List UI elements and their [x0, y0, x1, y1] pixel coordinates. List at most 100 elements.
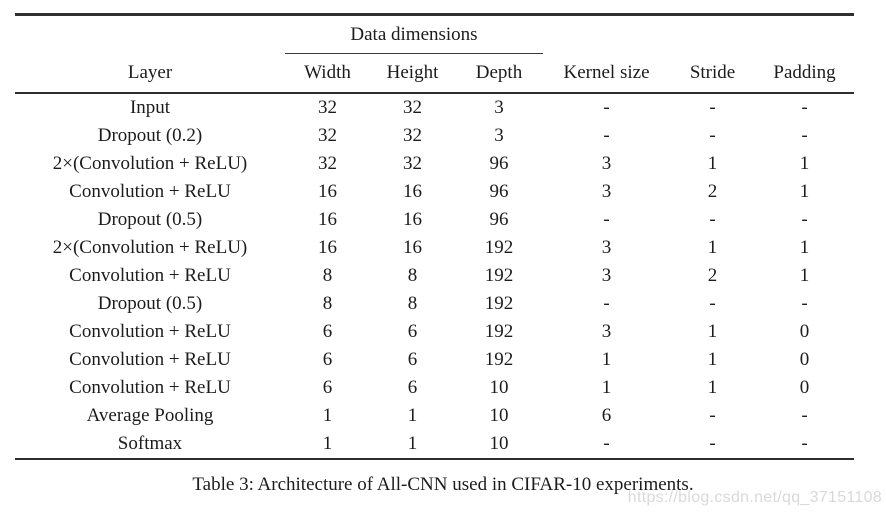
column-header-width: Width: [285, 53, 370, 94]
layer-cell: Input: [129, 97, 171, 118]
table-row: Input 32 32 3 - - -: [15, 93, 854, 122]
value-cell: -: [709, 125, 716, 146]
table-row: Convolution + ReLU 6 6 192 3 1 0: [15, 318, 854, 346]
layer-cell: Dropout (0.2): [97, 125, 203, 146]
value-cell: 6: [407, 377, 418, 398]
value-cell: 1: [799, 181, 810, 202]
value-cell: -: [603, 125, 610, 146]
layer-cell: Convolution + ReLU: [69, 265, 231, 286]
group-header-data-dimensions: Data dimensions: [285, 14, 544, 54]
value-cell: 32: [318, 153, 337, 174]
value-cell: 2: [707, 265, 718, 286]
value-cell: 6: [322, 349, 333, 370]
value-cell: 1: [707, 237, 718, 258]
value-cell: 6: [407, 321, 418, 342]
layer-cell: Dropout (0.5): [97, 209, 203, 230]
value-cell: -: [801, 405, 808, 426]
value-cell: 0: [799, 321, 810, 342]
value-cell: 3: [601, 181, 612, 202]
value-cell: 1: [407, 433, 418, 454]
value-cell: 16: [318, 181, 337, 202]
value-cell: 192: [484, 265, 514, 286]
layer-cell: Average Pooling: [86, 405, 214, 426]
value-cell: 16: [318, 209, 337, 230]
value-cell: -: [709, 293, 716, 314]
value-cell: 3: [494, 97, 504, 118]
table-body: Input 32 32 3- - - Dropout (0.2) 32 32 3- - -2×(Con…: [15, 93, 854, 459]
table-row: Average Pooling 1 1 10 6 - -: [15, 402, 854, 430]
value-cell: 8: [322, 293, 333, 314]
table-row: 2×(Convolution + ReLU) 32 32 96 3 1 1: [15, 150, 854, 178]
value-cell: 1: [799, 265, 810, 286]
group-header-spacer-layer: [15, 15, 285, 54]
layer-cell: Dropout (0.5): [97, 293, 203, 314]
value-cell: 6: [407, 349, 418, 370]
table-header: Data dimensions Layer Width Height Depth…: [15, 14, 855, 94]
value-cell: -: [603, 97, 610, 118]
value-cell: 8: [322, 265, 333, 286]
csdn-watermark: https://blog.csdn.net/qq_37151108: [627, 489, 882, 506]
value-cell: 8: [407, 293, 418, 314]
value-cell: 32: [403, 153, 422, 174]
value-cell: 6: [322, 377, 333, 398]
value-cell: 1: [799, 153, 810, 174]
table-row: Convolution + ReLU 6 6 192 1 1 0: [15, 346, 854, 374]
table-row: Convolution + ReLU 8 8 192 3 2 1: [15, 262, 854, 290]
value-cell: 96: [489, 153, 509, 174]
value-cell: -: [603, 209, 610, 230]
value-cell: 10: [489, 433, 509, 454]
layer-cell: 2×(Convolution + ReLU): [52, 237, 248, 258]
value-cell: 0: [799, 349, 810, 370]
value-cell: 3: [601, 153, 612, 174]
column-header-kernel-size: Kernel size: [543, 53, 671, 94]
layer-cell: Convolution + ReLU: [69, 181, 231, 202]
column-header-padding: Padding: [755, 53, 855, 94]
column-header-layer: Layer: [15, 53, 285, 94]
value-cell: 1: [707, 349, 718, 370]
value-cell: 96: [489, 209, 509, 230]
value-cell: 2: [707, 181, 718, 202]
value-cell: -: [801, 97, 808, 118]
group-header-spacer-kernel: [543, 15, 670, 54]
group-header-row: Data dimensions: [15, 14, 854, 54]
value-cell: 16: [403, 209, 422, 230]
value-cell: 3: [601, 237, 612, 258]
layer-cell: Softmax: [117, 433, 183, 454]
table-row: Convolution + ReLU 6 6 10 1 1 0: [15, 374, 854, 402]
value-cell: -: [801, 433, 808, 454]
column-header-depth: Depth: [455, 53, 544, 94]
architecture-table: Data dimensions Layer Width Height Depth…: [15, 13, 855, 460]
value-cell: 192: [484, 293, 514, 314]
value-cell: 3: [601, 265, 612, 286]
table-row: 2×(Convolution + ReLU) 16 16 192 3 1 1: [15, 234, 854, 262]
value-cell: 1: [601, 349, 612, 370]
group-header-spacer-padding: [755, 15, 854, 54]
column-header-height: Height: [370, 53, 455, 94]
value-cell: -: [709, 209, 716, 230]
value-cell: -: [801, 209, 808, 230]
value-cell: 32: [403, 125, 422, 146]
value-cell: 1: [799, 237, 810, 258]
value-cell: 1: [707, 153, 718, 174]
value-cell: 6: [601, 405, 612, 426]
value-cell: 96: [489, 181, 509, 202]
value-cell: 192: [484, 237, 514, 258]
value-cell: -: [801, 293, 808, 314]
value-cell: 10: [489, 377, 509, 398]
value-cell: 10: [489, 405, 509, 426]
value-cell: 8: [407, 265, 418, 286]
architecture-table-container: Data dimensions Layer Width Height Depth…: [15, 13, 855, 460]
layer-cell: Convolution + ReLU: [69, 377, 231, 398]
value-cell: 0: [799, 377, 810, 398]
value-cell: 1: [707, 377, 718, 398]
layer-cell: Convolution + ReLU: [69, 349, 231, 370]
value-cell: 32: [403, 97, 422, 118]
value-cell: 192: [484, 321, 514, 342]
value-cell: 32: [318, 125, 337, 146]
value-cell: 1: [601, 377, 612, 398]
value-cell: 16: [403, 237, 422, 258]
value-cell: 3: [601, 321, 612, 342]
table-caption: Table 3: Architecture of All-CNN used in…: [0, 474, 886, 496]
layer-cell: 2×(Convolution + ReLU): [52, 153, 248, 174]
value-cell: 1: [322, 405, 333, 426]
